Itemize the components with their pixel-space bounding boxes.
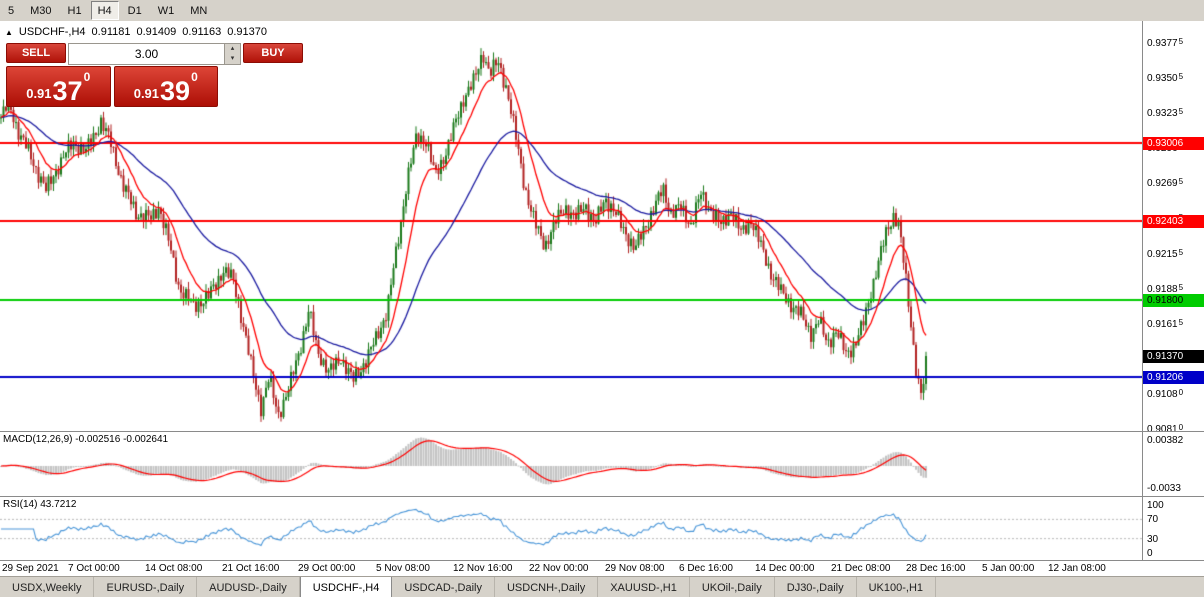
chart-tab-usdchf-[interactable]: USDCHF-,H4 (299, 577, 393, 597)
timeframe-button-5[interactable]: 5 (8, 4, 15, 17)
volume-increase-button[interactable]: ▴ (225, 44, 240, 54)
rsi-axis-label: 0 (1147, 548, 1153, 559)
chart-tab-audusd-[interactable]: AUDUSD-,Daily (197, 577, 300, 597)
sell-price-big: 37 (52, 76, 83, 106)
time-axis-label: 6 Dec 16:00 (679, 563, 733, 574)
timeframe-toolbar: 5 M30 H1 H4 D1 W1 MN (0, 0, 1204, 22)
time-axis-label: 5 Nov 08:00 (376, 563, 430, 574)
chart-tab-uk100-[interactable]: UK100-,H1 (857, 577, 937, 597)
chart-tab-xauusd-[interactable]: XAUUSD-,H1 (598, 577, 690, 597)
price-chart-panel: ▲ USDCHF-,H4 0.91181 0.91409 0.91163 0.9… (0, 21, 1142, 431)
price-axis-tick: 0.92695 (1147, 177, 1184, 190)
chart-tab-usdx[interactable]: USDX,Weekly (0, 577, 95, 597)
time-axis-label: 21 Dec 08:00 (831, 563, 891, 574)
price-axis-tick: 0.90810 (1147, 423, 1184, 436)
panel-separator[interactable] (0, 496, 1204, 497)
ohlc-high: 0.91409 (136, 26, 177, 38)
price-axis-tick: 0.93235 (1147, 106, 1184, 119)
macd-panel: MACD(12,26,9) -0.002516 -0.002641 (0, 432, 1142, 496)
hline-price-label: 0.91206 (1143, 371, 1204, 385)
macd-label: MACD(12,26,9) -0.002516 -0.002641 (3, 434, 169, 445)
chart-tab-eurusd-[interactable]: EURUSD-,Daily (94, 577, 198, 597)
hline-price-label: 0.93006 (1143, 136, 1204, 150)
timeframe-button-w1[interactable]: W1 (157, 4, 175, 17)
panel-separator[interactable] (0, 431, 1204, 432)
rsi-axis-label: 30 (1147, 533, 1159, 545)
sell-price-sup: 0 (83, 70, 91, 84)
time-axis-label: 22 Nov 00:00 (529, 563, 589, 574)
chart-tab-usdcnh-[interactable]: USDCNH-,Daily (495, 577, 599, 597)
one-click-trading-panel: SELL ▴ ▾ BUY 0.91 37 0 (6, 43, 303, 107)
time-axis-label: 5 Jan 00:00 (982, 563, 1035, 574)
price-axis-tick: 0.93505 (1147, 71, 1184, 84)
time-axis-label: 14 Oct 08:00 (145, 563, 203, 574)
time-axis-label: 29 Sep 2021 (2, 563, 59, 574)
sell-price-prefix: 0.91 (26, 86, 52, 101)
current-price-label: 0.91370 (1143, 350, 1204, 364)
ohlc-close: 0.91370 (227, 26, 267, 38)
buy-price-big: 39 (160, 76, 191, 106)
ohlc-open: 0.91181 (91, 26, 131, 38)
volume-control: ▴ ▾ (68, 43, 241, 65)
time-axis-label: 12 Jan 08:00 (1048, 563, 1106, 574)
hline-price-label: 0.92403 (1143, 215, 1204, 229)
time-axis-label: 28 Dec 16:00 (906, 563, 966, 574)
timeframe-button-m30[interactable]: M30 (30, 4, 52, 17)
timeframe-button-h1[interactable]: H1 (67, 4, 82, 17)
price-axis-tick: 0.91885 (1147, 282, 1184, 295)
chart-tab-dj30-[interactable]: DJ30-,Daily (775, 577, 857, 597)
rsi-label: RSI(14) 43.7212 (3, 499, 77, 510)
hline-price-label: 0.91800 (1143, 293, 1204, 307)
buy-price-display[interactable]: 0.91 39 0 (113, 66, 218, 107)
buy-button[interactable]: BUY (243, 43, 303, 63)
rsi-canvas[interactable] (0, 497, 1142, 560)
volume-decrease-button[interactable]: ▾ (225, 54, 240, 64)
buy-price-sup: 0 (191, 70, 198, 84)
chart-area: ▲ USDCHF-,H4 0.91181 0.91409 0.91163 0.9… (0, 21, 1204, 560)
timeframe-button-mn[interactable]: MN (190, 4, 208, 17)
sell-button[interactable]: SELL (6, 43, 66, 63)
chart-tabs-bar: USDX,Weekly EURUSD-,Daily AUDUSD-,Daily USD… (0, 576, 1204, 597)
price-axis-tick: 0.91615 (1147, 318, 1184, 331)
time-axis-label: 29 Oct 00:00 (298, 563, 356, 574)
chart-tab-usdcad-[interactable]: USDCAD-,Daily (392, 577, 495, 597)
time-axis-label: 12 Nov 16:00 (453, 563, 513, 574)
rsi-panel: RSI(14) 43.7212 (0, 497, 1142, 560)
rsi-axis-label: 70 (1147, 514, 1159, 526)
macd-canvas[interactable] (0, 432, 1142, 496)
volume-input[interactable] (69, 44, 224, 64)
time-axis: 29 Sep 2021 7 Oct 00:00 14 Oct 08:00 21 Oct… (0, 560, 1204, 577)
timeframe-button-h4[interactable]: H4 (90, 1, 119, 20)
sell-price-display[interactable]: 0.91 37 0 (6, 66, 111, 107)
chart-symbol: USDCHF-,H4 (18, 26, 86, 38)
chart-tab-ukoil-[interactable]: UKOil-,Daily (690, 577, 775, 597)
price-axis: 0.937750.935050.932350.929650.926950.924… (1142, 21, 1204, 560)
ohlc-low: 0.91163 (182, 26, 222, 38)
timeframe-button-d1[interactable]: D1 (127, 4, 142, 17)
price-axis-tick: 0.92155 (1147, 247, 1184, 260)
time-axis-label: 14 Dec 00:00 (755, 563, 815, 574)
macd-axis-label: 0.00382 (1147, 435, 1184, 447)
rsi-axis-label: 100 (1147, 500, 1164, 511)
macd-axis-label: -0.0033 (1147, 483, 1181, 495)
oct-toggle-icon[interactable]: ▲ (5, 27, 13, 37)
chart-title: ▲ USDCHF-,H4 0.91181 0.91409 0.91163 0.9… (5, 26, 267, 38)
time-axis-label: 29 Nov 08:00 (605, 563, 665, 574)
price-axis-tick: 0.93775 (1147, 36, 1184, 49)
price-axis-tick: 0.91080 (1147, 387, 1184, 400)
time-axis-label: 21 Oct 16:00 (222, 563, 280, 574)
time-axis-label: 7 Oct 00:00 (68, 563, 120, 574)
buy-price-prefix: 0.91 (133, 86, 160, 101)
